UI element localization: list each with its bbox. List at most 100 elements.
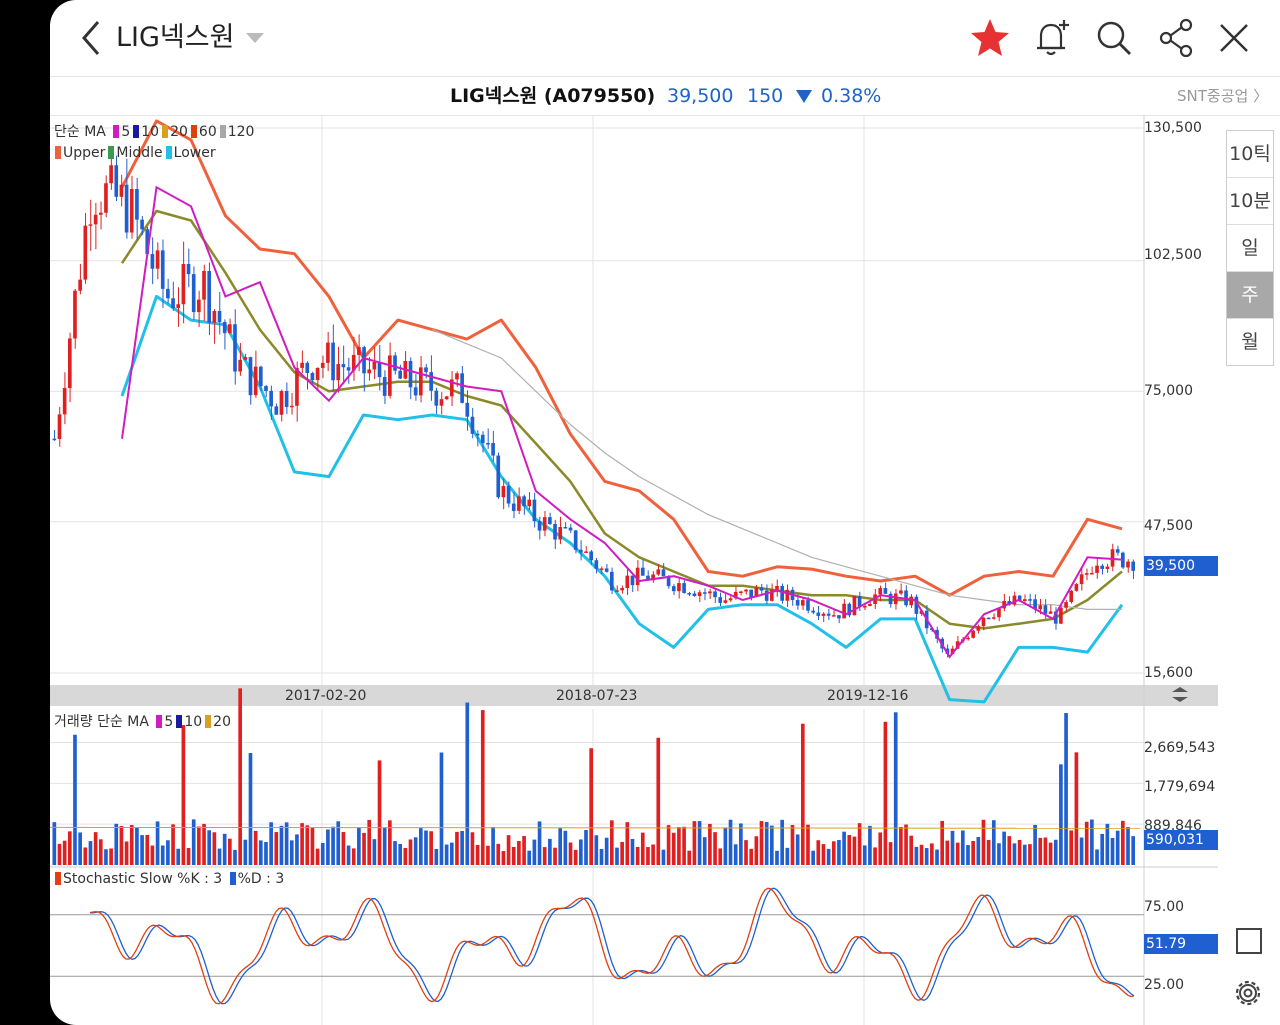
volume-bar: [837, 840, 841, 865]
search-icon[interactable]: [1092, 16, 1136, 60]
candle-body: [1012, 595, 1017, 605]
candle-body: [806, 600, 810, 611]
volume-bar: [238, 688, 242, 865]
volume-bar: [346, 845, 351, 865]
candle-body: [883, 588, 888, 594]
page-title[interactable]: LIG넥스원: [116, 22, 235, 53]
volume-tick-1: 2,669,543: [1144, 740, 1216, 756]
candle-body: [377, 362, 382, 378]
volume-bar: [181, 725, 186, 865]
volume-bar: [919, 844, 924, 865]
volume-bar: [775, 850, 779, 865]
candle-body: [470, 416, 475, 434]
volume-bar: [800, 723, 805, 865]
back-icon[interactable]: [78, 18, 108, 58]
volume-bar: [527, 850, 532, 865]
candle-body: [109, 165, 113, 184]
stock-chart[interactable]: [50, 115, 1218, 1025]
volume-bar: [986, 839, 991, 865]
period-tab-2[interactable]: 일: [1227, 225, 1273, 272]
volume-bar: [697, 821, 702, 865]
candle-body: [522, 496, 526, 507]
candle-body: [620, 587, 624, 591]
candle-body: [945, 648, 950, 654]
volume-bar: [140, 835, 144, 865]
candle-body: [1131, 561, 1135, 571]
period-tab-1[interactable]: 10분: [1227, 178, 1273, 225]
candle-body: [795, 599, 800, 606]
candle-body: [780, 585, 784, 601]
candle-body: [289, 405, 294, 408]
candle-body: [811, 610, 815, 613]
volume-bar: [754, 836, 759, 865]
share-icon[interactable]: [1154, 16, 1198, 60]
candle-body: [486, 443, 490, 445]
candle-body: [966, 637, 970, 640]
candle-body: [868, 604, 872, 607]
related-stock-link[interactable]: SNT중공업 〉: [1177, 87, 1269, 105]
candle-body: [346, 367, 351, 371]
volume-ma20: [50, 826, 1141, 829]
volume-bar: [207, 830, 212, 865]
vol-ma-label-0: 5: [164, 714, 174, 730]
gear-icon[interactable]: [1231, 976, 1265, 1010]
volume-bar: [1090, 819, 1094, 865]
volume-bar: [708, 823, 712, 865]
candle-body: [295, 367, 299, 406]
candle-body: [362, 347, 366, 374]
candle-body: [955, 641, 960, 649]
ma-legend: 단순 MA 5 10 20 60 120: [54, 121, 254, 141]
candle-body: [233, 324, 237, 372]
volume-bar: [83, 847, 88, 865]
price-tick-2: 102,500: [1144, 247, 1202, 263]
volume-bar: [558, 828, 563, 865]
volume-bar: [1095, 849, 1099, 865]
candle-body: [114, 165, 119, 197]
volume-bar: [816, 840, 821, 865]
bell-add-icon[interactable]: [1030, 16, 1074, 60]
period-tab-3[interactable]: 주: [1227, 272, 1273, 319]
volume-bar: [57, 843, 62, 865]
volume-bar: [723, 827, 728, 865]
candle-body: [826, 613, 831, 616]
candle-body: [444, 396, 449, 400]
volume-bar: [1100, 833, 1105, 865]
candle-body: [997, 608, 1001, 618]
candle-body: [305, 362, 310, 374]
candle-body: [217, 310, 222, 322]
candle-body: [759, 587, 764, 591]
volume-bar: [795, 834, 800, 865]
candle-body: [553, 524, 557, 540]
candle-body: [837, 615, 841, 619]
volume-bar: [831, 841, 836, 865]
volume-bar: [1084, 821, 1089, 865]
candle-body: [542, 517, 547, 531]
volume-bar: [197, 826, 201, 865]
candle-body: [692, 593, 697, 597]
candle-body: [723, 600, 728, 603]
volume-bar: [826, 848, 831, 865]
candle-body: [413, 387, 418, 396]
ma-label-1: 10: [141, 124, 160, 140]
candle-body: [315, 367, 320, 381]
volume-bar: [739, 823, 743, 865]
candle-body: [604, 568, 609, 572]
volume-bar: [883, 721, 888, 865]
volume-bar: [367, 819, 372, 865]
candle-body: [986, 617, 991, 620]
star-icon[interactable]: [968, 16, 1012, 60]
period-tab-0[interactable]: 10틱: [1227, 131, 1273, 178]
volume-bar: [924, 848, 929, 865]
volume-bar: [542, 847, 547, 865]
dropdown-icon[interactable]: [246, 33, 264, 43]
candle-body: [1022, 599, 1027, 602]
candle-body: [1028, 599, 1032, 601]
candle-body: [630, 575, 635, 586]
close-icon[interactable]: [1212, 16, 1256, 60]
candle-body: [357, 347, 361, 355]
candle-body: [98, 212, 103, 215]
volume-bar: [950, 830, 955, 865]
fullscreen-button[interactable]: [1236, 928, 1262, 954]
candle-body: [1069, 590, 1074, 603]
period-tab-4[interactable]: 월: [1241, 331, 1259, 353]
